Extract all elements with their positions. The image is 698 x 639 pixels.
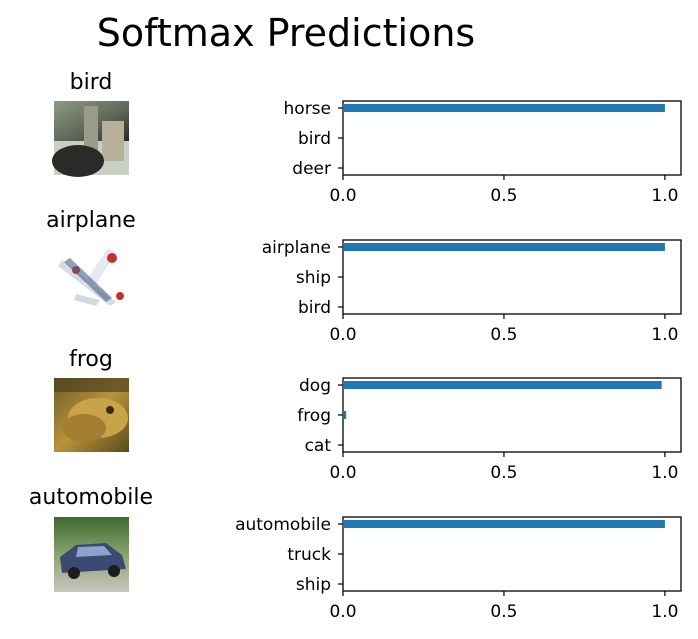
x-tick-label: 0.5 — [490, 602, 517, 622]
image-label-3: frog — [69, 347, 113, 372]
axes-frame — [342, 239, 682, 315]
y-tick-label: horse — [284, 99, 331, 119]
x-tick-label: 0.5 — [490, 186, 517, 206]
y-tick-label: dog — [299, 376, 331, 396]
prediction-panel-3: frog dog frog cat 0.0 0.5 1.0 — [54, 347, 682, 483]
y-tick-label: airplane — [262, 238, 331, 258]
frog-thumbnail — [54, 378, 129, 452]
image-label-4: automobile — [29, 485, 153, 510]
x-tick-label: 0.0 — [329, 602, 356, 622]
x-tick-label: 0.0 — [329, 186, 356, 206]
automobile-thumbnail — [54, 517, 129, 592]
bar-chart-2: airplane ship bird 0.0 0.5 1.0 — [262, 238, 682, 345]
y-tick-label: ship — [296, 268, 331, 288]
image-label-2: airplane — [46, 208, 136, 233]
y-tick-label: frog — [297, 406, 331, 426]
axes-frame — [342, 516, 682, 592]
y-tick-label: deer — [292, 159, 331, 179]
y-tick-label: bird — [298, 129, 331, 149]
x-tick-label: 1.0 — [651, 325, 678, 345]
y-tick-label: truck — [287, 545, 331, 565]
x-tick-label: 1.0 — [651, 463, 678, 483]
bird-thumbnail — [52, 101, 129, 177]
y-tick-label: bird — [298, 298, 331, 318]
bar-frog — [343, 411, 347, 419]
bar-dog — [343, 381, 662, 389]
x-tick-label: 1.0 — [651, 186, 678, 206]
bar-chart-4: automobile truck ship 0.0 0.5 1.0 — [235, 515, 682, 622]
bar-airplane — [343, 243, 665, 251]
x-tick-label: 1.0 — [651, 602, 678, 622]
image-label-1: bird — [70, 70, 113, 95]
prediction-panel-2: airplane airplane ship bird 0.0 0.5 1.0 — [46, 208, 682, 345]
figure-title: Softmax Predictions — [97, 11, 475, 55]
bar-horse — [343, 104, 665, 112]
bar-chart-1: horse bird deer 0.0 0.5 1.0 — [284, 99, 682, 206]
airplane-thumbnail — [54, 240, 129, 314]
y-tick-label: cat — [305, 436, 332, 456]
prediction-panel-4: automobile automobile truck ship 0.0 0.5 1.0 — [29, 485, 682, 622]
bar-automobile — [343, 520, 665, 528]
x-tick-label: 0.0 — [329, 463, 356, 483]
prediction-panel-1: bird horse bird deer 0.0 0.5 1.0 — [52, 70, 682, 206]
y-tick-label: ship — [296, 575, 331, 595]
x-tick-label: 0.5 — [490, 463, 517, 483]
axes-frame — [342, 100, 682, 176]
x-tick-label: 0.5 — [490, 325, 517, 345]
axes-frame — [342, 377, 682, 453]
bar-chart-3: dog frog cat 0.0 0.5 1.0 — [297, 376, 682, 483]
y-tick-label: automobile — [235, 515, 331, 535]
x-tick-label: 0.0 — [329, 325, 356, 345]
